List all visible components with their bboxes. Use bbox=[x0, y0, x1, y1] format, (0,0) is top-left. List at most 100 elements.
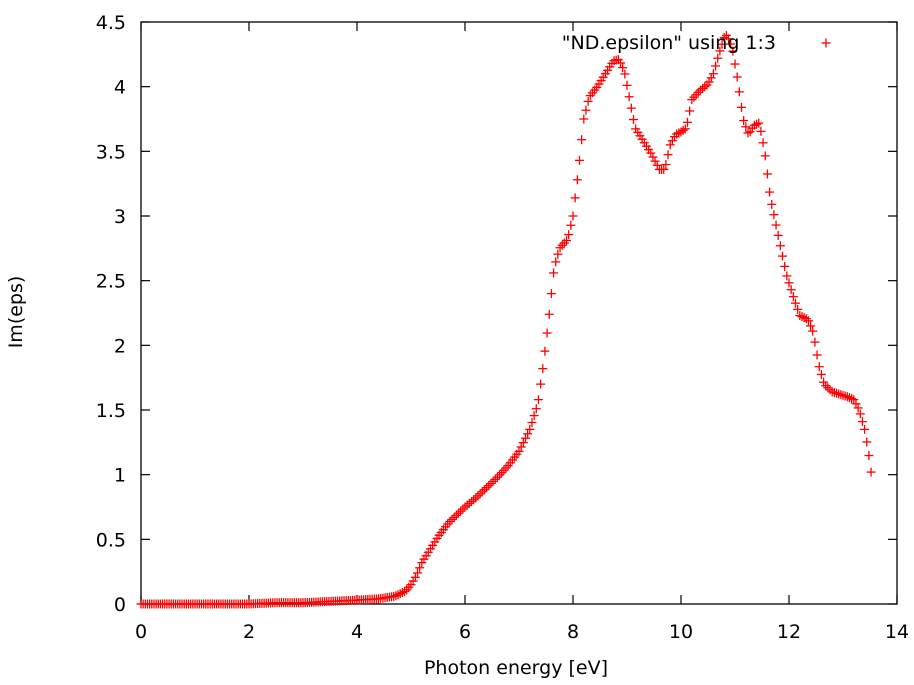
x-tick-label: 10 bbox=[669, 621, 693, 643]
data-point bbox=[827, 387, 837, 397]
data-point bbox=[752, 119, 762, 129]
data-point bbox=[782, 271, 792, 281]
y-tick-label: 0 bbox=[114, 594, 126, 616]
data-point bbox=[680, 124, 690, 134]
data-point bbox=[665, 140, 675, 150]
data-point bbox=[486, 478, 496, 488]
data-point bbox=[780, 261, 790, 271]
data-point bbox=[449, 512, 459, 522]
axis-ticks bbox=[140, 21, 898, 605]
data-point bbox=[395, 589, 405, 599]
y-tick-label: 1 bbox=[114, 465, 126, 487]
data-point bbox=[711, 61, 721, 71]
data-point bbox=[860, 424, 870, 434]
data-point bbox=[495, 470, 505, 480]
data-point bbox=[482, 483, 492, 493]
data-point bbox=[838, 390, 848, 400]
data-point bbox=[682, 117, 692, 127]
legend-label: "ND.epsilon" using 1:3 bbox=[562, 32, 776, 54]
data-point bbox=[855, 409, 865, 419]
data-point bbox=[544, 309, 554, 319]
data-point bbox=[732, 72, 742, 82]
data-point bbox=[451, 510, 461, 520]
data-point bbox=[490, 474, 500, 484]
data-point bbox=[760, 151, 770, 161]
data-point bbox=[693, 87, 703, 97]
data-point bbox=[726, 39, 736, 49]
data-point bbox=[719, 33, 729, 43]
legend-marker-symbol bbox=[821, 38, 831, 48]
data-point bbox=[477, 487, 487, 497]
data-point bbox=[473, 491, 483, 501]
data-point bbox=[814, 362, 824, 372]
data-point bbox=[700, 82, 710, 92]
data-point bbox=[620, 69, 630, 79]
data-point bbox=[685, 106, 695, 116]
data-point bbox=[754, 118, 764, 128]
data-point bbox=[471, 493, 481, 503]
data-point bbox=[734, 87, 744, 97]
data-point bbox=[849, 395, 859, 405]
data-point bbox=[520, 433, 530, 443]
data-point bbox=[667, 136, 677, 146]
y-tick-label: 0.5 bbox=[96, 529, 126, 551]
data-point bbox=[389, 591, 399, 601]
data-point bbox=[803, 316, 813, 326]
data-point bbox=[847, 394, 857, 404]
data-point bbox=[762, 169, 772, 179]
data-point bbox=[808, 326, 818, 336]
data-point bbox=[518, 438, 528, 448]
data-point bbox=[553, 249, 563, 259]
x-tick-label: 4 bbox=[351, 621, 363, 643]
data-point bbox=[488, 476, 498, 486]
x-tick-label: 2 bbox=[243, 621, 255, 643]
data-point bbox=[581, 105, 591, 115]
data-point bbox=[857, 417, 867, 427]
data-point bbox=[724, 34, 734, 44]
data-point bbox=[445, 516, 455, 526]
data-point bbox=[447, 514, 457, 524]
data-point bbox=[527, 418, 537, 428]
x-tick-label: 6 bbox=[459, 621, 471, 643]
data-point bbox=[538, 364, 548, 374]
data-point bbox=[410, 572, 420, 582]
data-point bbox=[391, 591, 401, 601]
data-point bbox=[806, 321, 816, 331]
data-point bbox=[832, 388, 842, 398]
data-point bbox=[456, 506, 466, 516]
data-point bbox=[788, 292, 798, 302]
data-point bbox=[514, 446, 524, 456]
y-tick-label: 4 bbox=[114, 77, 126, 99]
data-point bbox=[661, 160, 671, 170]
data-point bbox=[400, 587, 410, 597]
data-point bbox=[415, 563, 425, 573]
data-point bbox=[533, 395, 543, 405]
x-axis-title: Photon energy [eV] bbox=[424, 657, 608, 679]
data-point bbox=[689, 92, 699, 102]
data-point bbox=[793, 304, 803, 314]
data-point bbox=[851, 399, 861, 409]
y-axis-title: Im(eps) bbox=[5, 276, 27, 349]
data-point bbox=[551, 257, 561, 267]
data-point bbox=[393, 590, 403, 600]
data-point bbox=[616, 58, 626, 68]
data-point bbox=[531, 404, 541, 414]
data-point bbox=[801, 314, 811, 324]
data-point bbox=[579, 114, 589, 124]
data-point bbox=[622, 80, 632, 90]
data-point bbox=[479, 485, 489, 495]
data-point bbox=[704, 77, 714, 87]
data-point bbox=[840, 391, 850, 401]
data-point bbox=[577, 135, 587, 145]
data-point bbox=[823, 383, 833, 393]
data-points bbox=[136, 30, 876, 609]
data-point bbox=[559, 238, 569, 248]
data-point bbox=[708, 69, 718, 79]
data-point bbox=[739, 116, 749, 126]
data-point bbox=[542, 328, 552, 338]
data-point bbox=[501, 463, 511, 473]
x-tick-label: 14 bbox=[885, 621, 909, 643]
data-point bbox=[829, 388, 839, 398]
data-point bbox=[626, 103, 636, 113]
